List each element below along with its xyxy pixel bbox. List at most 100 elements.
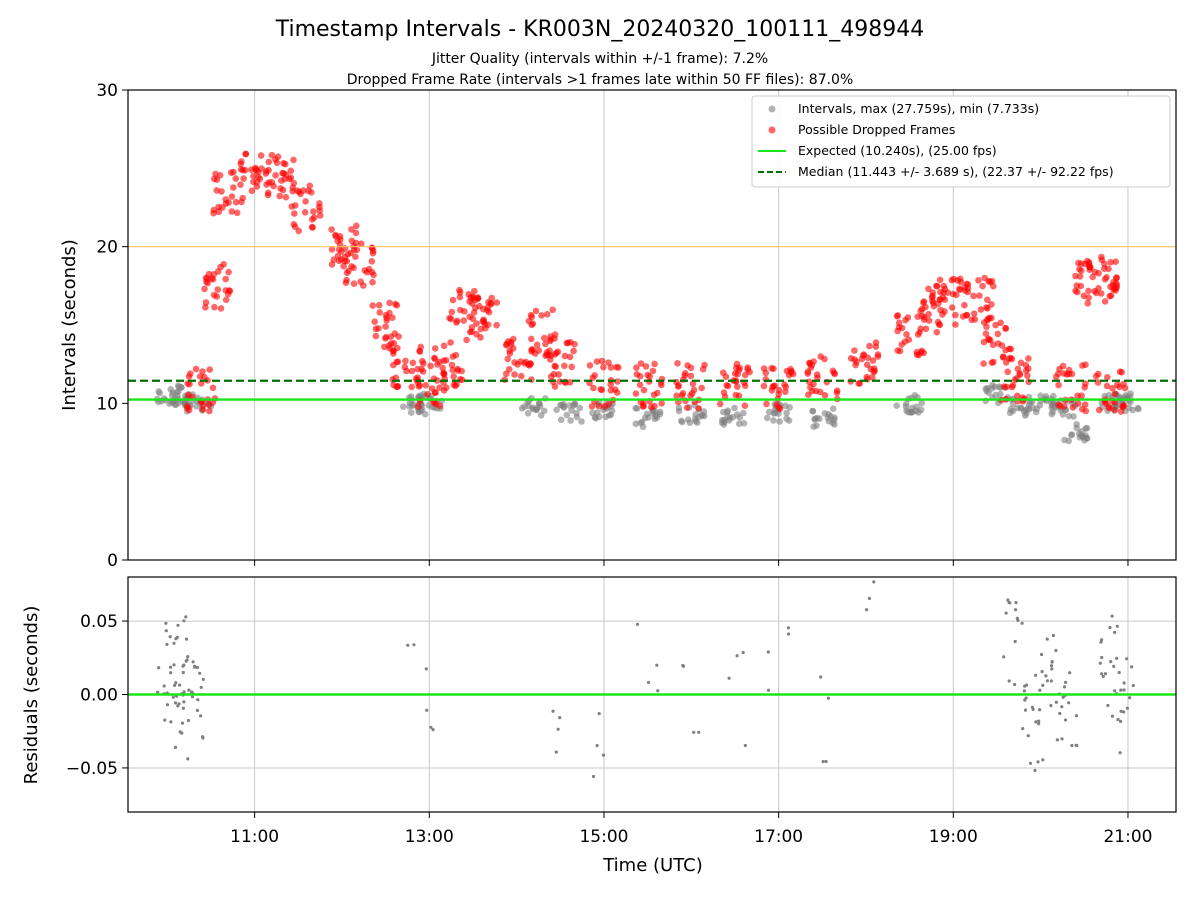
dropped-frame-point	[1056, 402, 1064, 410]
interval-point	[567, 417, 574, 424]
dropped-frame-point	[217, 305, 225, 312]
dropped-frame-point	[984, 296, 991, 304]
residual-point	[1110, 614, 1114, 618]
dropped-frame-point	[528, 335, 535, 343]
residual-point	[425, 708, 429, 712]
dropped-frame-point	[258, 165, 265, 172]
dropped-frame-point	[999, 354, 1007, 361]
residual-point	[1115, 624, 1119, 628]
dropped-frame-point	[985, 277, 992, 285]
residual-point	[824, 759, 828, 764]
residual-point	[1103, 672, 1107, 676]
dropped-frame-point	[1059, 362, 1067, 370]
dropped-frame-point	[442, 357, 450, 364]
dropped-frame-point	[917, 325, 924, 333]
dropped-frame-point	[206, 366, 213, 373]
dropped-frame-point	[382, 323, 389, 330]
dropped-frame-point	[456, 293, 464, 301]
residual-point	[1119, 719, 1123, 724]
dropped-frame-point	[538, 312, 545, 319]
residual-point	[766, 650, 770, 654]
dropped-frame-point	[348, 263, 355, 270]
dropped-frame-point	[851, 347, 858, 354]
intervals-y-ticks: 0 10 20 30	[96, 81, 1129, 571]
dropped-frame-point	[1120, 402, 1128, 409]
interval-point	[578, 418, 585, 425]
residual-point	[766, 688, 771, 692]
dropped-frame-point	[1078, 267, 1085, 275]
residual-point	[1063, 718, 1068, 722]
residual-point	[1117, 670, 1121, 675]
dropped-frame-point	[392, 374, 400, 382]
dropped-frame-point	[613, 389, 621, 396]
dropped-frame-point	[1111, 406, 1118, 414]
dropped-frame-point	[813, 371, 821, 378]
dropped-frame-point	[1025, 355, 1032, 362]
dropped-frame-point	[460, 317, 468, 324]
residual-point	[165, 642, 169, 647]
dropped-frame-point	[473, 330, 480, 338]
dropped-frame-point	[232, 175, 240, 182]
residual-point	[1122, 681, 1126, 685]
dropped-frame-point	[961, 301, 968, 309]
residual-point	[1054, 700, 1058, 704]
dropped-frame-point	[237, 181, 244, 188]
residual-point	[182, 663, 186, 667]
dropped-frame-point	[488, 294, 496, 302]
dropped-frame-point	[428, 385, 436, 392]
dropped-frame-point	[230, 184, 237, 191]
dropped-frame-point	[192, 365, 200, 373]
residual-point	[1122, 710, 1126, 714]
dropped-frame-point	[237, 166, 245, 173]
interval-point	[720, 421, 728, 428]
dropped-frame-point	[403, 367, 410, 375]
residual-point	[1038, 688, 1042, 692]
dropped-frame-point	[232, 198, 240, 206]
interval-point	[908, 408, 916, 416]
dropped-frame-point	[937, 288, 944, 296]
residual-point	[1054, 648, 1058, 653]
dropped-frame-point	[723, 382, 730, 389]
dropped-frame-point	[734, 383, 741, 391]
dropped-frame-point	[228, 193, 236, 200]
residual-point	[1098, 661, 1102, 665]
interval-point	[770, 410, 778, 417]
residual-point	[173, 701, 178, 705]
dropped-frame-point	[371, 318, 379, 326]
dropped-frame-point	[1101, 276, 1109, 283]
residual-point	[1034, 720, 1038, 724]
dropped-frame-point	[280, 159, 287, 167]
residual-point	[172, 663, 176, 667]
intervals-y-tick-label: 30	[96, 81, 118, 101]
dropped-frame-point	[1002, 359, 1010, 366]
dropped-frame-point	[448, 361, 456, 369]
dropped-frame-point	[1074, 400, 1082, 407]
dropped-frame-point	[448, 308, 456, 316]
residual-point	[180, 721, 185, 725]
residual-point	[1045, 679, 1049, 683]
residuals-y-tick-label: 0.00	[80, 686, 118, 706]
dropped-frame-point	[424, 391, 432, 398]
x-tick-label: 21:00	[1103, 827, 1152, 847]
residual-point	[554, 750, 558, 754]
dropped-frame-point	[901, 338, 909, 345]
dropped-frame-point	[1077, 282, 1085, 290]
dropped-frame-point	[474, 294, 482, 301]
dropped-frame-point	[992, 321, 999, 329]
interval-point	[740, 420, 748, 427]
dropped-frame-point	[561, 362, 568, 370]
residual-point	[186, 718, 191, 723]
residuals-y-axis-label: Residuals (seconds)	[21, 606, 42, 785]
interval-point	[533, 405, 541, 412]
dropped-frame-point	[979, 282, 986, 290]
residual-point	[1061, 695, 1065, 699]
dropped-frame-point	[568, 363, 575, 371]
residual-point	[1024, 683, 1029, 687]
dropped-frame-point	[422, 382, 430, 389]
residual-point	[697, 730, 701, 734]
dropped-frame-point	[588, 403, 596, 410]
intervals-y-tick-label: 10	[96, 394, 118, 414]
jitter-quality-subtitle: Jitter Quality (intervals within +/-1 fr…	[431, 51, 768, 67]
residual-point	[186, 655, 190, 659]
residual-point	[1049, 704, 1053, 708]
